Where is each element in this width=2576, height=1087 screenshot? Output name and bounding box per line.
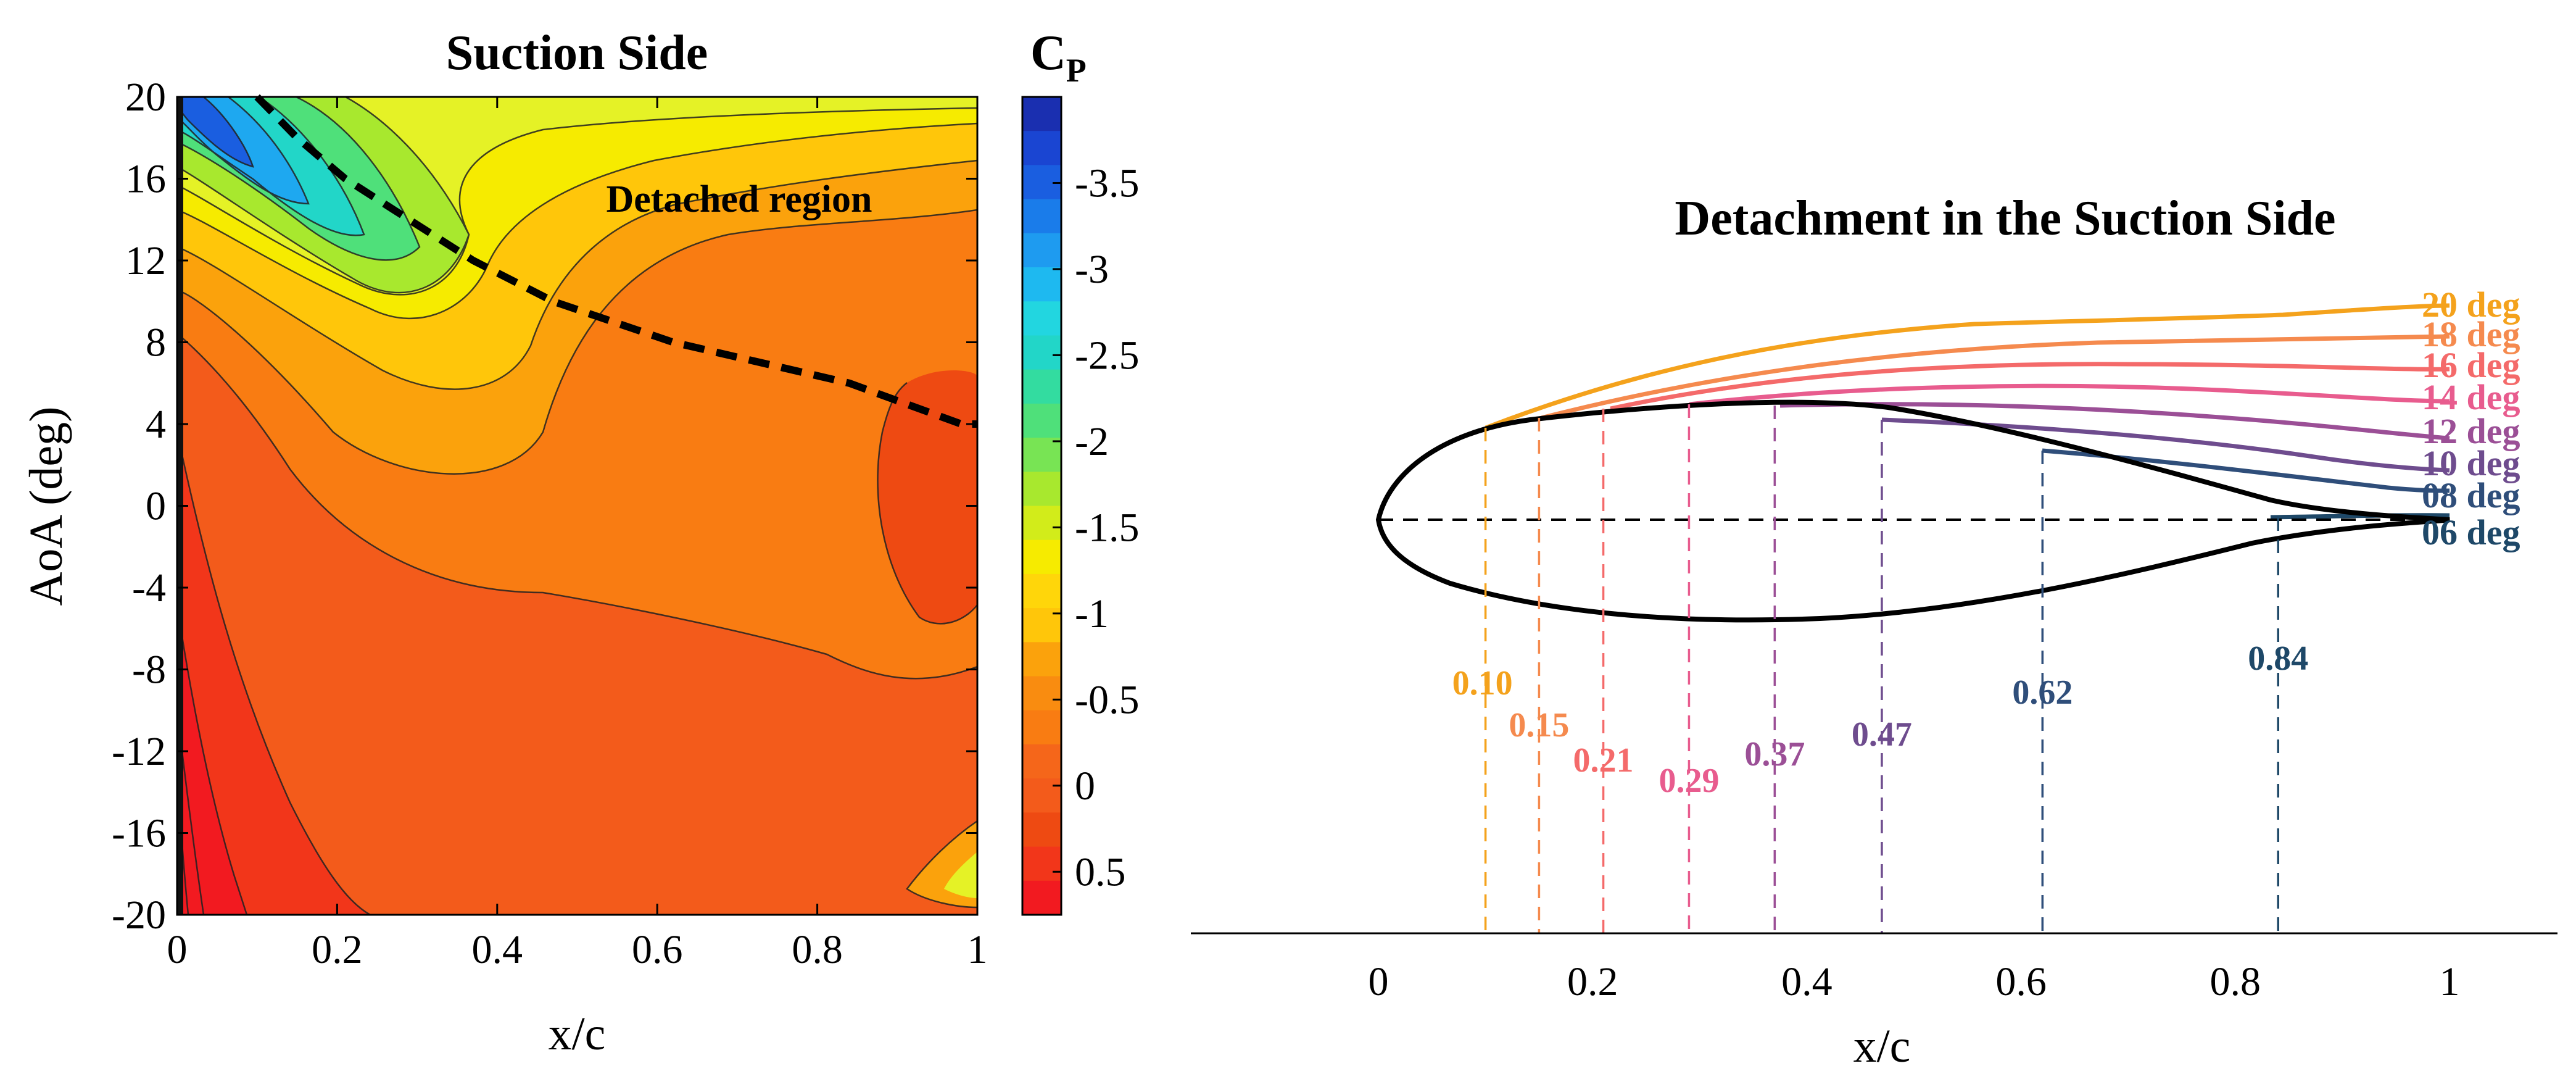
right-x-tick-label: 0 (1369, 959, 1389, 1004)
colorbar-band (1022, 506, 1061, 541)
left-panel: Suction Side (20, 26, 1139, 1060)
colorbar-band (1022, 369, 1061, 404)
right-title: Detachment in the Suction Side (1675, 191, 2335, 246)
curve-18-deg (1541, 334, 2450, 420)
aoa-legend-label: 20 deg (2422, 285, 2520, 325)
detachment-value-label: 0.47 (1852, 715, 1912, 754)
colorbar-ticks: -3.5 -3 -2.5 -2 -1.5 -1 -0.5 0 0.5 (1053, 160, 1139, 894)
left-x-axis-label: x/c (549, 1008, 606, 1060)
colorbar-tick-label: 0 (1075, 764, 1095, 809)
left-y-tick-label: 20 (125, 75, 166, 120)
colorbar-band (1022, 267, 1061, 302)
aoa-legend-label: 18 deg (2422, 314, 2520, 354)
colorbar-tick-label: -1.5 (1075, 505, 1139, 550)
left-x-ticks: 0 0.2 0.4 0.6 0.8 1 (167, 97, 988, 972)
colorbar-band (1022, 778, 1061, 814)
left-y-tick-label: 4 (146, 402, 166, 447)
colorbar-tick-label: -2 (1075, 419, 1109, 464)
right-panel: Detachment in the Suction Side 0.100.150… (1191, 191, 2557, 1072)
detached-region-label: Detached region (606, 178, 872, 220)
colorbar-band (1022, 642, 1061, 677)
detachment-value-label: 0.21 (1573, 741, 1634, 780)
aoa-legend-label: 08 deg (2422, 475, 2520, 515)
detachment-value-label: 0.10 (1452, 664, 1513, 702)
colorbar-band (1022, 846, 1061, 881)
curve-14-deg (1689, 383, 2450, 407)
left-y-tick-label: 16 (125, 157, 166, 202)
colorbar-tick-label: -2.5 (1075, 333, 1139, 378)
aoa-legend-label: 12 deg (2422, 411, 2520, 451)
curve-10-deg (1881, 417, 2450, 473)
colorbar-band (1022, 472, 1061, 507)
curve-12-deg (1779, 402, 2450, 441)
contour-fill (177, 97, 977, 915)
curve-20-deg (1485, 303, 2450, 430)
detachment-value-label: 0.84 (2248, 639, 2308, 678)
colorbar-band (1022, 131, 1061, 166)
colorbar-band (1022, 403, 1061, 439)
right-x-tick-label: 0.6 (1995, 959, 2047, 1004)
left-title: Suction Side (446, 26, 708, 80)
colorbar-band (1022, 199, 1061, 234)
colorbar-tick-label: -3.5 (1075, 160, 1139, 206)
colorbar-tick-label: -1 (1075, 591, 1109, 636)
left-y-tick-label: -8 (132, 648, 166, 693)
left-y-ticks: 20 16 12 8 4 0 -4 -8 -12 -16 -20 (112, 75, 977, 938)
right-x-ticks: 0 0.2 0.4 0.6 0.8 1 (1369, 959, 2460, 1004)
left-x-tick-label: 0 (167, 927, 188, 972)
left-y-tick-label: 12 (125, 238, 166, 283)
colorbar-tick-label: 0.5 (1075, 849, 1126, 894)
right-x-axis-label: x/c (1853, 1020, 1911, 1072)
detachment-value-label: 0.37 (1744, 735, 1805, 773)
colorbar-band (1022, 744, 1061, 780)
colorbar-band (1022, 573, 1061, 609)
colorbar-band (1022, 335, 1061, 370)
detachment-boundary-line (254, 94, 977, 428)
colorbar-band (1022, 812, 1061, 848)
colorbar-band (1022, 676, 1061, 711)
colorbar-band (1022, 438, 1061, 473)
left-x-tick-label: 0.6 (632, 927, 683, 972)
left-y-tick-label: 0 (146, 484, 166, 529)
right-x-tick-label: 0.8 (2210, 959, 2261, 1004)
separation-curves (1485, 303, 2450, 520)
detachment-markers: 0.10 0.150.21 0.29 0.37 0.47 0.62 0.84 (1452, 404, 2308, 933)
right-x-tick-label: 1 (2440, 959, 2460, 1004)
colorbar: -3.5 -3 -2.5 -2 -1.5 -1 -0.5 0 0.5 CP (1021, 26, 1139, 916)
left-x-tick-label: 1 (967, 927, 988, 972)
colorbar-band (1022, 301, 1061, 336)
left-x-tick-label: 0.2 (312, 927, 363, 972)
detachment-value-label: 0.62 (2012, 673, 2073, 712)
colorbar-band (1022, 710, 1061, 745)
aoa-legend-label: 10 deg (2422, 443, 2520, 483)
detachment-value-label: 0.15 (1509, 706, 1569, 744)
right-x-tick-label: 0.4 (1781, 959, 1833, 1004)
left-y-axis-label: AoA (deg) (20, 407, 72, 606)
left-y-tick-label: 8 (146, 320, 166, 365)
colorbar-band (1022, 880, 1061, 915)
left-x-tick-label: 0.4 (472, 927, 523, 972)
aoa-legend-label: 16 deg (2422, 345, 2520, 385)
colorbar-band (1022, 539, 1061, 575)
left-y-tick-label: -12 (112, 729, 166, 774)
detachment-value-label: 0.29 (1659, 762, 1719, 800)
left-y-tick-label: -20 (112, 893, 166, 938)
left-y-tick-label: -4 (132, 565, 166, 610)
colorbar-band (1022, 233, 1061, 269)
aoa-legend-label: 14 deg (2422, 377, 2520, 417)
left-x-tick-label: 0.8 (792, 927, 843, 972)
colorbar-band (1022, 97, 1061, 132)
colorbar-frame (1021, 96, 1062, 916)
colorbar-tick-label: -3 (1075, 247, 1109, 292)
left-y-tick-label: -16 (112, 811, 166, 856)
colorbar-label: CP (1030, 26, 1087, 89)
right-x-tick-label: 0.2 (1567, 959, 1618, 1004)
aoa-legend-label: 06 deg (2422, 512, 2520, 552)
colorbar-tick-label: -0.5 (1075, 677, 1139, 722)
curve-16-deg (1610, 362, 2450, 411)
